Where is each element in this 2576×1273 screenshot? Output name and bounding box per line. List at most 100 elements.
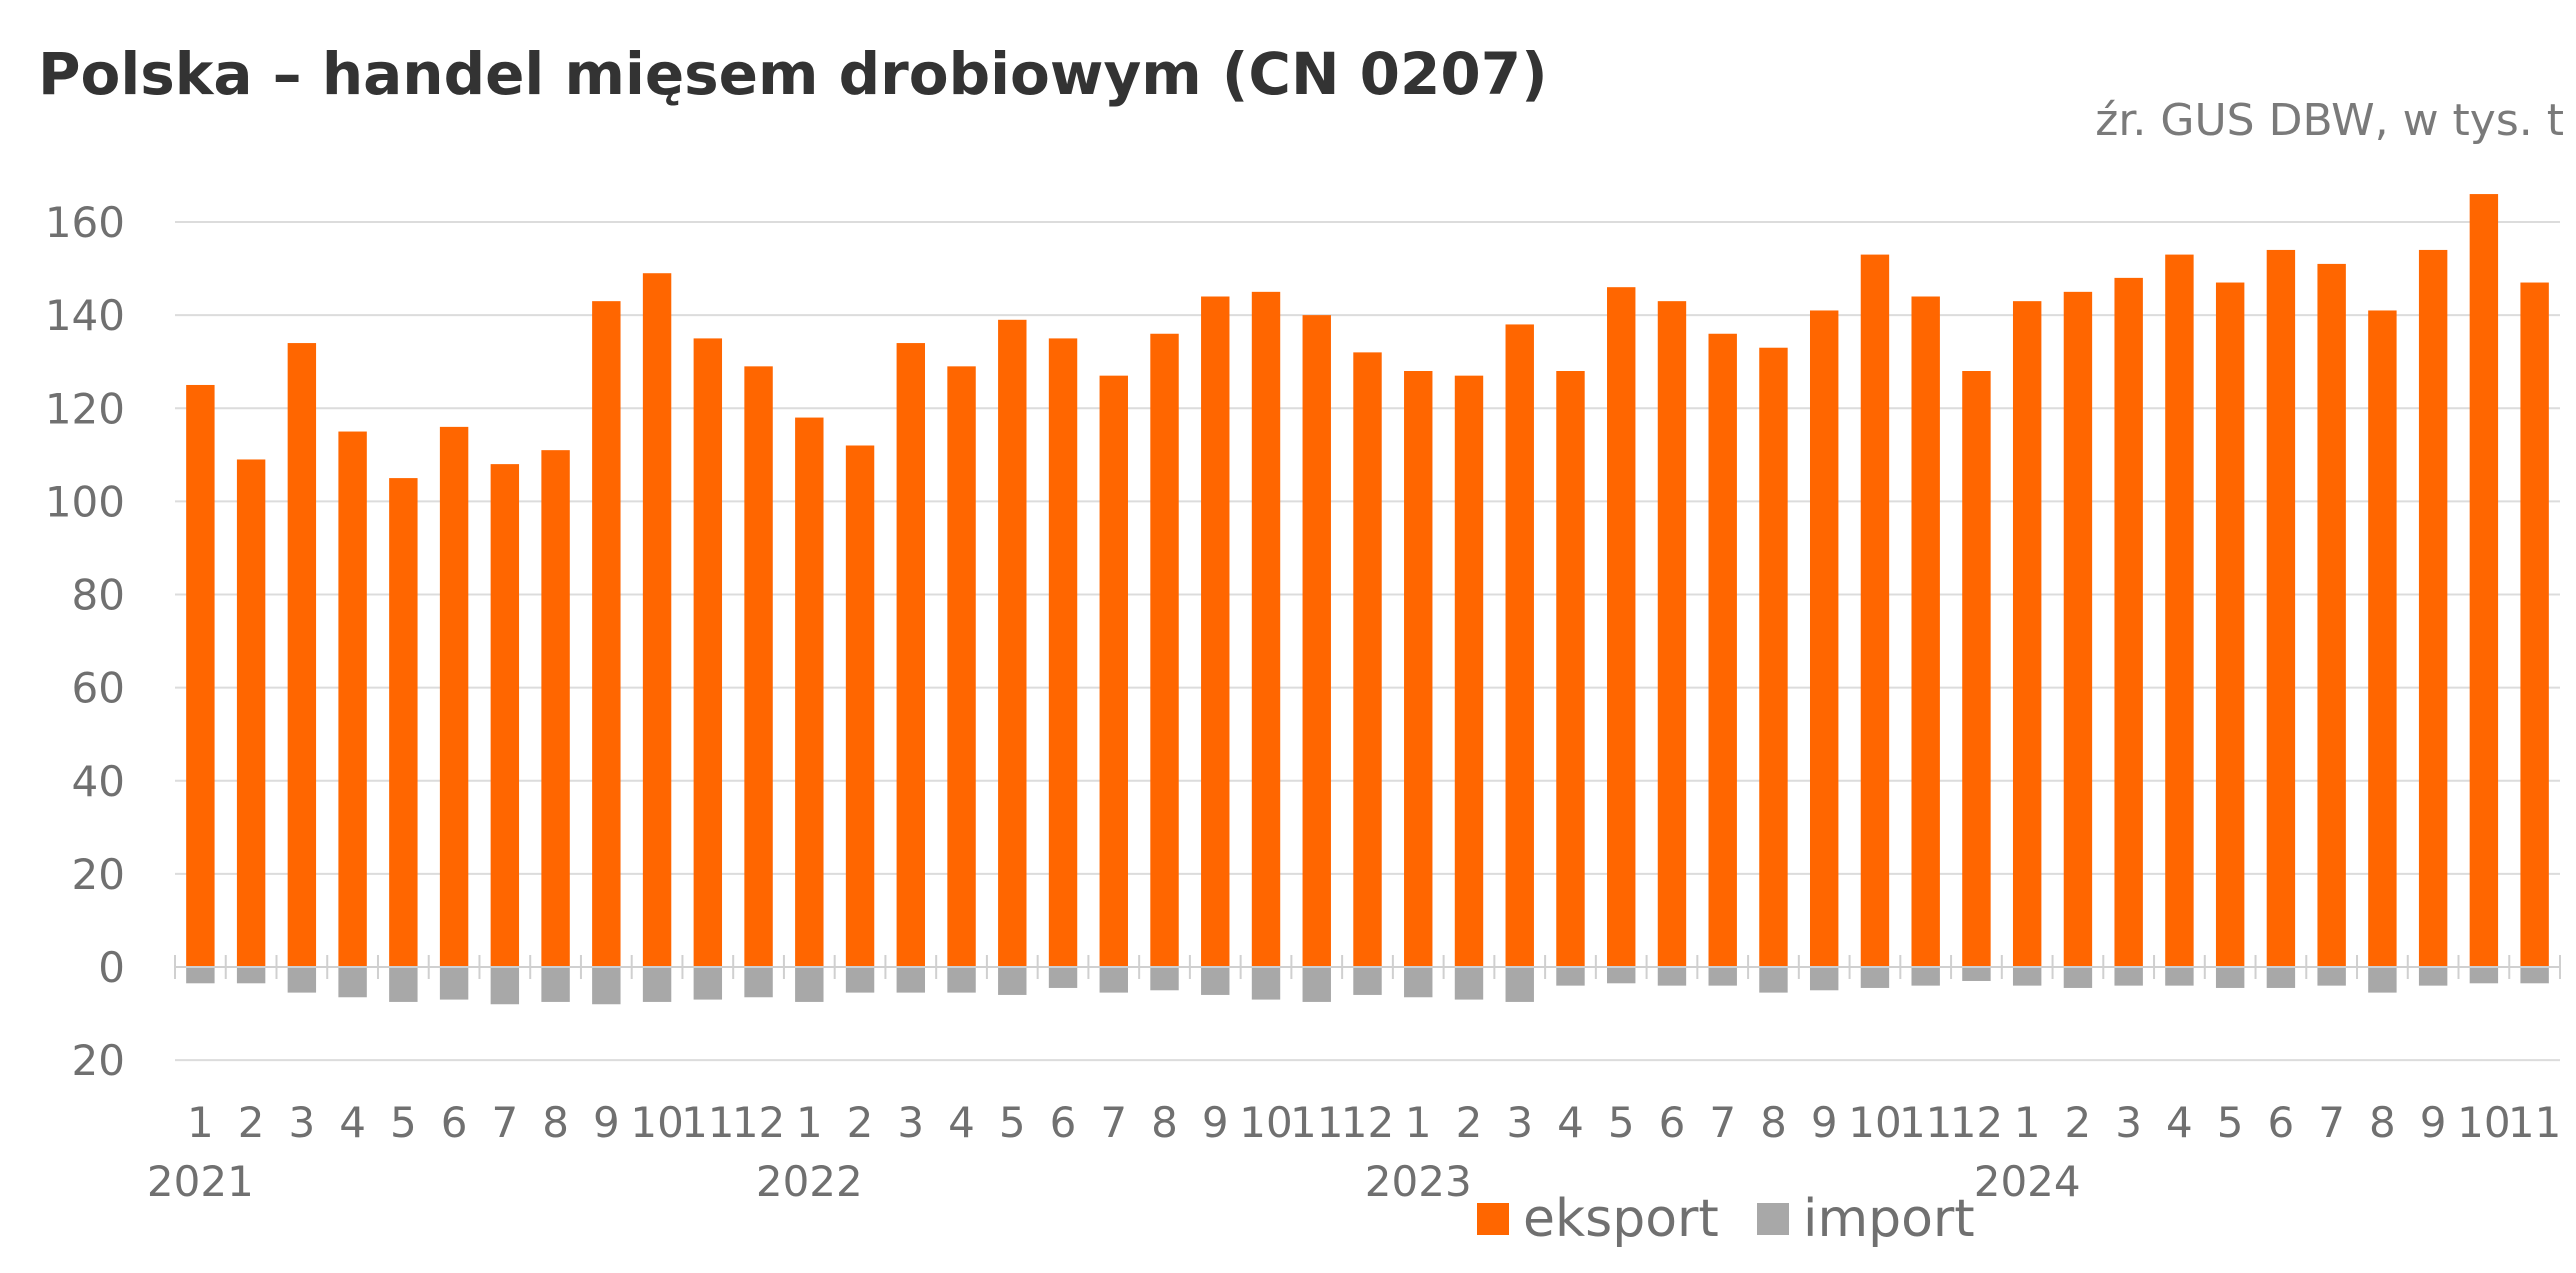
x-tick-label: 10 — [630, 1098, 683, 1147]
bar-import — [1962, 967, 1991, 981]
bar-eksport — [541, 450, 570, 967]
x-tick-label: 4 — [339, 1098, 366, 1147]
bar-eksport — [1404, 371, 1433, 967]
bar-import — [2418, 967, 2448, 986]
bar-import — [1657, 967, 1687, 986]
x-tick-label: 9 — [1202, 1098, 1229, 1147]
bar-eksport — [2012, 301, 2042, 967]
x-tick-label: 1 — [796, 1098, 823, 1147]
x-tick-label: 4 — [1557, 1098, 1584, 1147]
bar-import — [1099, 967, 1128, 993]
x-tick-label: 8 — [542, 1098, 569, 1147]
x-tick-label: 5 — [390, 1098, 417, 1147]
x-tick-label: 12 — [1950, 1098, 2003, 1147]
bar-eksport — [896, 343, 926, 967]
bar-import — [1860, 967, 1890, 988]
bar-import — [1251, 967, 1281, 1000]
bar-eksport — [1099, 375, 1128, 967]
bar-eksport — [389, 478, 418, 967]
bar-import — [1556, 967, 1585, 986]
bar-eksport — [1657, 301, 1687, 967]
bar-eksport — [1809, 310, 1839, 967]
bar-eksport — [490, 464, 520, 967]
bar-eksport — [1048, 338, 1078, 967]
chart-source-note: źr. GUS DBW, w tys. t — [2095, 95, 2564, 146]
x-tick-label: 11 — [681, 1098, 734, 1147]
x-tick-label: 11 — [1899, 1098, 1952, 1147]
bar-import — [1201, 967, 1230, 995]
bar-import — [1607, 967, 1636, 984]
bar-import — [1353, 967, 1382, 995]
x-tick-label: 3 — [1506, 1098, 1533, 1147]
legend-item-import: import — [1757, 1189, 1975, 1249]
bar-eksport — [1505, 324, 1534, 967]
bar-eksport — [1607, 287, 1636, 967]
bar-import — [1048, 967, 1078, 988]
bar-eksport — [744, 366, 773, 967]
y-tick-label: 100 — [45, 477, 125, 526]
bar-import — [2317, 967, 2346, 986]
y-tick-label: 40 — [72, 757, 125, 806]
y-axis-ticks: 160 140 120 100 80 60 40 20 0 20 — [45, 198, 125, 1085]
bar-eksport — [2114, 277, 2143, 967]
bar-import — [2012, 967, 2042, 986]
x-tick-label: 12 — [732, 1098, 785, 1147]
y-tick-label: 80 — [72, 571, 125, 620]
legend-swatch — [1477, 1203, 1509, 1235]
x-tick-label: 6 — [441, 1098, 468, 1147]
bar-import — [795, 967, 824, 1002]
x-tick-label: 12 — [1341, 1098, 1394, 1147]
bar-import — [389, 967, 418, 1002]
bar-import — [1708, 967, 1737, 986]
bar-import — [2368, 967, 2397, 993]
bar-eksport — [1454, 375, 1484, 967]
bar-import — [845, 967, 875, 993]
bar-import — [2266, 967, 2296, 988]
x-tick-label: 4 — [948, 1098, 975, 1147]
bar-eksport — [1962, 371, 1991, 967]
bar-import — [592, 967, 621, 1005]
bar-import — [287, 967, 317, 993]
x-tick-label: 3 — [288, 1098, 315, 1147]
bar-import — [2520, 967, 2549, 984]
x-tick-label: 8 — [1760, 1098, 1787, 1147]
bar-eksport — [693, 338, 723, 967]
bar-eksport — [1708, 333, 1737, 967]
x-tick-label: 11 — [1290, 1098, 1343, 1147]
x-tick-label: 1 — [187, 1098, 214, 1147]
bar-import — [693, 967, 723, 1000]
bar-import — [896, 967, 926, 993]
bar-import — [338, 967, 367, 998]
bar-eksport — [2368, 310, 2397, 967]
bar-import — [1302, 967, 1331, 1002]
bars — [186, 194, 2549, 1005]
x-tick-label: 7 — [491, 1098, 518, 1147]
bar-import — [490, 967, 520, 1005]
bar-import — [236, 967, 266, 984]
bar-import — [744, 967, 773, 998]
y-tick-label: 0 — [98, 943, 125, 992]
bar-import — [2114, 967, 2143, 986]
x-tick-label: 6 — [1659, 1098, 1686, 1147]
legend-item-eksport: eksport — [1477, 1189, 1719, 1249]
y-tick-label: 160 — [45, 198, 125, 247]
x-axis — [174, 955, 2561, 979]
x-year-label: 2023 — [1365, 1157, 1472, 1206]
x-year-label: 2021 — [147, 1157, 254, 1206]
x-tick-label: 8 — [1151, 1098, 1178, 1147]
bar-import — [2469, 967, 2499, 984]
x-tick-label: 3 — [897, 1098, 924, 1147]
y-tick-label: 60 — [72, 664, 125, 713]
x-year-label: 2024 — [1974, 1157, 2081, 1206]
bar-import — [2165, 967, 2194, 986]
bar-import — [2063, 967, 2093, 988]
bar-eksport — [998, 319, 1027, 967]
bar-eksport — [2418, 249, 2448, 967]
chart-title: Polska – handel mięsem drobiowym (CN 020… — [38, 40, 1548, 108]
x-tick-label: 7 — [1709, 1098, 1736, 1147]
bar-import — [1759, 967, 1788, 993]
y-tick-label: 140 — [45, 291, 125, 340]
legend-swatch — [1757, 1203, 1789, 1235]
bar-eksport — [287, 343, 317, 967]
